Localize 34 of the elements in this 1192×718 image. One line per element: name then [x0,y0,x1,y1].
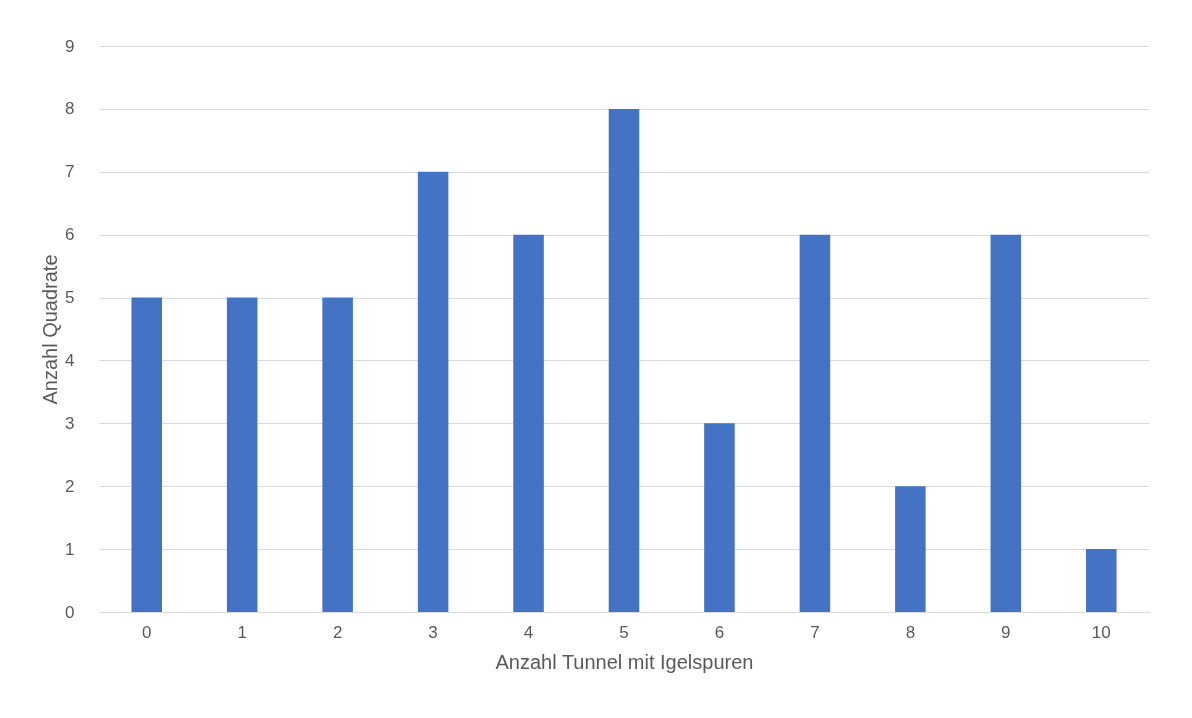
y-tick-label: 9 [65,36,75,56]
x-tick-label: 7 [810,622,820,642]
y-tick-label: 5 [65,288,75,308]
y-tick-label: 2 [65,476,75,496]
x-axis-title: Anzahl Tunnel mit Igelspuren [495,650,754,673]
y-tick-label: 4 [65,350,75,370]
x-tick-label: 3 [428,622,438,642]
bar [1086,549,1117,612]
y-tick-label: 1 [65,539,75,559]
y-tick-label: 7 [65,162,75,182]
y-axis-title: Anzahl Quadrate [39,254,62,405]
y-tick-label: 6 [65,225,75,245]
x-tick-label: 8 [905,622,916,642]
x-tick-label: 1 [237,622,247,642]
x-tick-label: 6 [714,622,725,642]
x-tick-label: 9 [1001,622,1011,642]
bar [895,486,926,612]
x-tick-label: 5 [619,622,629,642]
y-tick-label: 0 [65,602,75,622]
x-tick-label: 2 [332,622,343,642]
bar [990,234,1022,612]
bar [131,297,162,612]
bar [704,423,735,612]
y-tick-label: 8 [65,99,75,119]
x-tick-label: 10 [1091,622,1111,642]
y-tick-label: 3 [65,413,75,433]
bar [608,108,640,612]
x-tick-label: 0 [141,622,152,642]
bar [799,234,831,612]
bar [513,234,544,612]
bar [417,171,449,612]
bar [322,297,353,612]
x-tick-label: 4 [523,622,534,642]
bar [226,297,258,612]
